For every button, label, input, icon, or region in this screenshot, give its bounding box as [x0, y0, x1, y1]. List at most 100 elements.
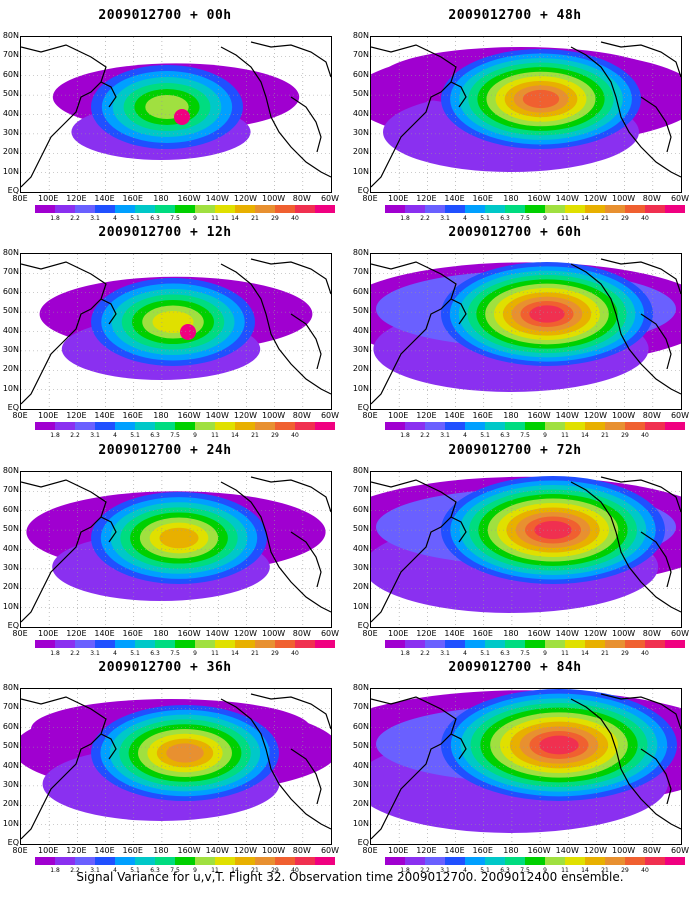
longitude-label: 140E — [94, 846, 115, 855]
coastline — [100, 81, 117, 108]
coastline — [250, 258, 331, 295]
colorbar-label: 3.1 — [90, 432, 100, 439]
colorbar-label: 6.3 — [500, 432, 510, 439]
panel-title: 2009012700 + 48h — [448, 8, 582, 23]
colorbar-swatch — [505, 205, 525, 213]
colorbar-label: 14 — [231, 867, 239, 874]
colorbar-label: 14 — [231, 650, 239, 657]
latitude-label: 20N — [2, 147, 19, 157]
colorbar-label: 9 — [543, 867, 547, 874]
colorbar-swatch — [95, 640, 115, 648]
colorbar — [35, 205, 335, 213]
colorbar-label: 3.1 — [440, 215, 450, 222]
colorbar-label: 21 — [251, 650, 259, 657]
latitude-label: EQ — [7, 838, 19, 847]
colorbar-label: 40 — [291, 432, 299, 439]
colorbar-swatch — [115, 205, 135, 213]
longitude-label: 140W — [205, 411, 229, 420]
colorbar-label: 4 — [463, 432, 467, 439]
map-panel: 2009012700 + 60h 80N 70N 60N 50N 40N 30N 20N 10N… — [350, 225, 689, 440]
colorbar-swatch — [605, 640, 625, 648]
coastline — [570, 481, 681, 613]
coastline — [290, 313, 322, 370]
colorbar-label: 2.2 — [420, 432, 430, 439]
coastline — [220, 698, 331, 830]
longitude-label: 160E — [122, 194, 143, 203]
longitude-label: 180 — [153, 846, 169, 855]
colorbar-swatch — [115, 640, 135, 648]
latitude-label: 40N — [2, 108, 19, 118]
coastline — [21, 696, 107, 840]
longitude-label: 160W — [527, 629, 551, 638]
longitude-label: 80W — [292, 629, 311, 638]
colorbar-label: 21 — [601, 215, 609, 222]
colorbar-label: 4 — [113, 867, 117, 874]
longitude-label: 160W — [527, 411, 551, 420]
variance-map — [20, 688, 332, 845]
panel-title: 2009012700 + 60h — [448, 225, 582, 240]
variance-contour — [174, 109, 190, 125]
colorbar-label: 9 — [193, 432, 197, 439]
variance-map — [20, 253, 332, 410]
coastline — [220, 46, 331, 178]
latitude-label: 70N — [352, 485, 369, 495]
longitude-label: 100E — [388, 846, 409, 855]
colorbar — [35, 857, 335, 865]
colorbar-label: 7.5 — [520, 650, 530, 657]
longitude-label: 140W — [205, 629, 229, 638]
longitude-label: 60W — [320, 629, 340, 638]
latitude-label: 50N — [352, 306, 369, 316]
colorbar-label: 9 — [543, 432, 547, 439]
colorbar-label: 6.3 — [150, 867, 160, 874]
coastline — [290, 531, 322, 588]
longitude-label: 120W — [233, 629, 258, 638]
colorbar-swatch — [35, 857, 55, 865]
colorbar-swatch — [565, 205, 585, 213]
colorbar-label: 40 — [641, 215, 649, 222]
colorbar-swatch — [275, 640, 295, 648]
colorbar-swatch — [405, 640, 425, 648]
colorbar-swatch — [505, 640, 525, 648]
colorbar-swatch — [605, 422, 625, 430]
colorbar-swatch — [665, 640, 685, 648]
colorbar-label: 4 — [113, 432, 117, 439]
latitude-label: 30N — [352, 344, 369, 354]
longitude-label: 80W — [292, 411, 311, 420]
colorbar-swatch — [465, 422, 485, 430]
colorbar-swatch — [585, 205, 605, 213]
latitude-label: 60N — [2, 286, 19, 296]
latitude-label: 30N — [352, 779, 369, 789]
colorbar-label: 1.8 — [50, 650, 60, 657]
colorbar-swatch — [445, 857, 465, 865]
latitude-label: 40N — [352, 325, 369, 335]
map-panel: 2009012700 + 72h 80N 70N 60N 50N 40N 30N 20N 10N… — [350, 443, 689, 658]
longitude-label: 100W — [262, 411, 286, 420]
coastline — [450, 733, 467, 760]
longitude-label: 80W — [642, 846, 661, 855]
latitude-label: 60N — [2, 721, 19, 731]
latitude-label: 50N — [352, 89, 369, 99]
colorbar-label: 3.1 — [440, 432, 450, 439]
longitude-label: 180 — [153, 629, 169, 638]
latitude-label: 30N — [2, 779, 19, 789]
longitude-label: 100E — [388, 629, 409, 638]
latitude-label: 20N — [2, 799, 19, 809]
longitude-label: 80E — [12, 629, 28, 638]
coastline — [290, 96, 322, 153]
colorbar-label: 11 — [211, 867, 219, 874]
colorbar-swatch — [55, 422, 75, 430]
longitude-label: 60W — [670, 629, 690, 638]
colorbar-swatch — [135, 640, 155, 648]
colorbar-label: 2.2 — [70, 650, 80, 657]
colorbar-label: 4 — [113, 650, 117, 657]
colorbar-swatch — [215, 422, 235, 430]
longitude-label: 120W — [583, 629, 608, 638]
colorbar-label: 40 — [641, 432, 649, 439]
colorbar-swatch — [505, 422, 525, 430]
coastline — [450, 298, 467, 325]
panel-title: 2009012700 + 36h — [98, 660, 232, 675]
longitude-label: 140W — [205, 846, 229, 855]
latitude-label: 40N — [352, 108, 369, 118]
colorbar-label: 14 — [231, 432, 239, 439]
longitude-label: 100W — [612, 629, 636, 638]
